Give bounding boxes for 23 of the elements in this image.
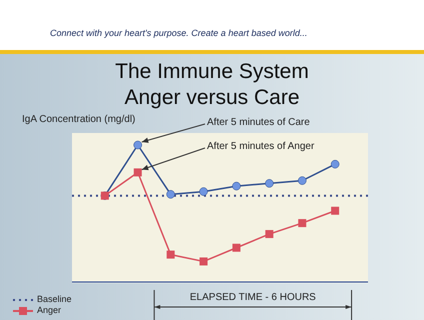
point [166,190,175,199]
text: After 5 minutes of Care [207,117,310,128]
chart-subtitle: Anger versus Care [123,86,301,110]
point [298,176,306,185]
point [199,187,208,196]
annotation: After 5 minutes of Anger [207,141,314,152]
x-axis-title: ELAPSED TIME - 6 HOURS [188,292,317,303]
chart-title: The Immune System [114,60,310,84]
point [265,230,274,238]
point [166,250,175,259]
legend-label: Baseline [37,294,72,305]
point [298,219,306,228]
text: Connect with your heart's purpose. Create a heart based world... [50,28,308,38]
legend-label: Anger [37,305,62,316]
y-axis-title: IgA Concentration (mg/dl) [22,114,136,125]
point [330,160,340,168]
point [134,168,142,176]
point [331,206,340,215]
point [265,179,274,188]
point [200,257,208,266]
point [134,140,142,150]
point [232,182,241,190]
point [232,244,240,252]
